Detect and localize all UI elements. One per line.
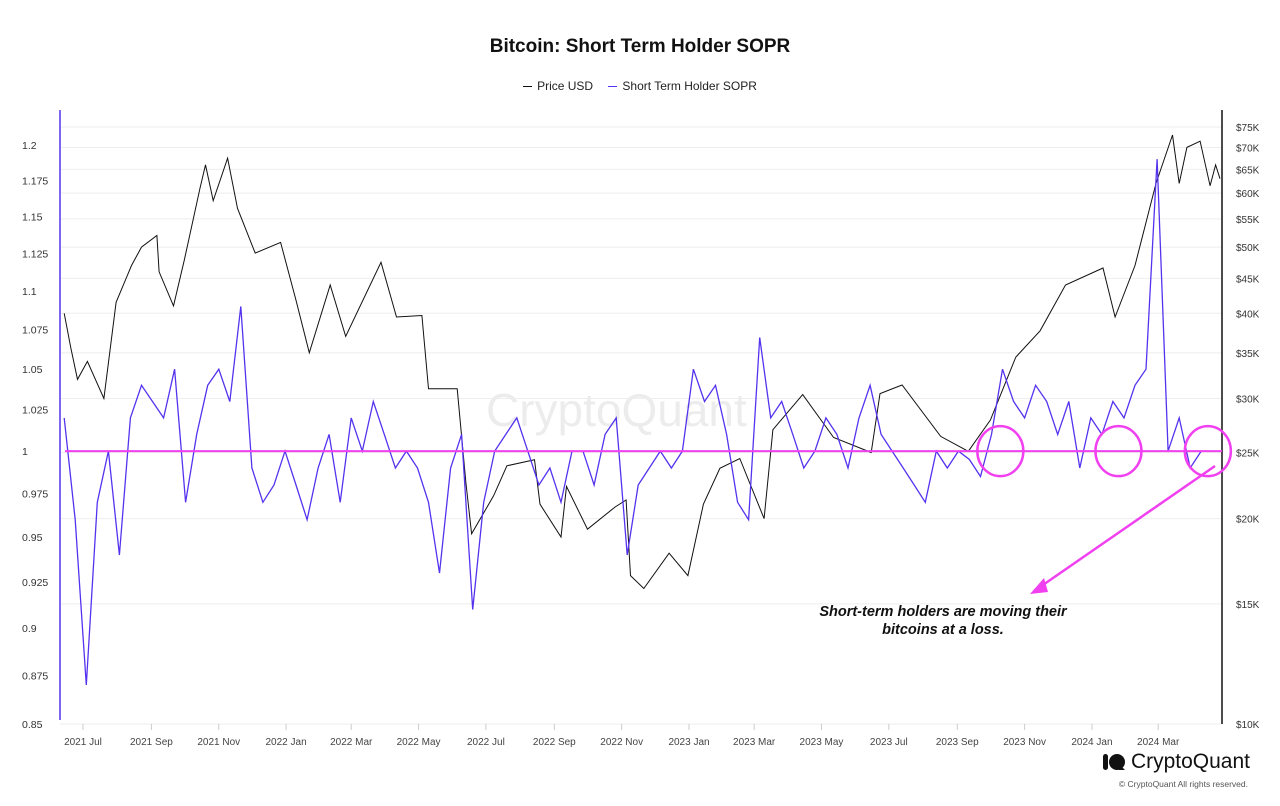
right-axis-tick-label: $75K [1236,123,1260,134]
legend-item-sopr[interactable]: Short Term Holder SOPR [608,79,757,93]
x-axis-tick-label: 2024 Mar [1137,737,1180,748]
annotation-text: Short-term holders are moving their bitco… [790,603,1096,639]
legend-label-sopr: Short Term Holder SOPR [622,79,757,93]
x-axis-tick-label: 2023 May [800,737,844,748]
x-axis-tick-label: 2023 Sep [936,737,979,748]
x-axis-tick-label: 2022 Jul [467,737,505,748]
right-axis-tick-label: $70K [1236,143,1260,154]
price-line [63,134,1221,590]
right-axis-tick-label: $60K [1236,189,1260,200]
right-axis-tick-label: $45K [1236,274,1260,285]
logo-text: CryptoQuant [1130,750,1250,773]
left-axis-tick-label: 0.975 [22,489,48,501]
copyright: © CryptoQuant All rights reserved. [1118,779,1248,789]
legend-swatch-price [523,86,533,88]
left-axis-tick-label: 1 [22,446,28,458]
cryptoquant-logo: CryptoQuant [1102,750,1250,774]
right-axis-tick-label: $30K [1236,394,1260,405]
chart-title: Bitcoin: Short Term Holder SOPR [489,36,791,57]
sopr-line [63,159,1202,686]
legend: Price USD Short Term Holder SOPR [0,79,1280,93]
right-axis-tick-label: $15K [1236,600,1260,611]
right-axis-tick-label: $35K [1236,349,1260,360]
left-axis-tick-label: 1.025 [22,405,48,417]
right-axis-tick-label: $40K [1236,309,1260,320]
right-axis-tick-label: $25K [1236,449,1260,460]
left-axis-tick-label: 0.9 [22,623,37,635]
right-axis-tick-label: $10K [1236,720,1260,731]
left-axis-tick-label: 1.125 [22,248,48,260]
x-axis-tick-label: 2024 Jan [1071,737,1112,748]
left-axis-tick-label: 1.2 [22,140,37,152]
left-axis-tick-label: 0.85 [22,719,43,731]
arrow-head-icon [1030,578,1048,594]
x-axis-tick-label: 2022 May [397,737,441,748]
annotation-line-1: Short-term holders are moving their [819,604,1067,620]
left-axis-tick-label: 1.175 [22,175,48,187]
highlight-circle [976,424,1025,478]
right-axis-tick-label: $65K [1236,165,1260,176]
x-axis-tick-label: 2021 Nov [197,737,240,748]
x-axis-tick-label: 2022 Mar [330,737,373,748]
left-axis-tick-label: 1.05 [22,364,43,376]
right-axis-tick-label: $20K [1236,515,1260,526]
x-axis-tick-label: 2023 Jul [870,737,908,748]
legend-label-price: Price USD [537,79,594,93]
right-axis-tick-label: $50K [1236,243,1260,254]
highlight-circle [1094,424,1143,478]
x-axis-tick-label: 2022 Nov [600,737,643,748]
legend-item-price[interactable]: Price USD [523,79,593,93]
left-axis-tick-label: 1.1 [22,286,37,298]
x-axis-tick-label: 2021 Jul [64,737,102,748]
x-axis-tick-label: 2022 Sep [533,737,576,748]
right-axis-tick-label: $55K [1236,215,1260,226]
left-axis-tick-label: 0.875 [22,670,48,682]
logo-icon [1102,752,1125,772]
annotation-line-2: bitcoins at a loss. [882,622,1004,638]
x-axis-tick-label: 2023 Mar [733,737,776,748]
highlight-circle [1183,424,1233,478]
left-axis-tick-label: 1.075 [22,325,48,337]
x-axis-tick-label: 2022 Jan [266,737,307,748]
left-axis-tick-label: 0.95 [22,532,43,544]
left-axis-tick-label: 1.15 [22,211,43,223]
x-axis-tick-label: 2023 Nov [1003,737,1046,748]
x-axis-tick-label: 2021 Sep [130,737,173,748]
annotation-arrow [1039,464,1216,589]
left-axis-tick-label: 0.925 [22,577,48,589]
x-axis-tick-label: 2023 Jan [668,737,709,748]
legend-swatch-sopr [608,86,618,88]
